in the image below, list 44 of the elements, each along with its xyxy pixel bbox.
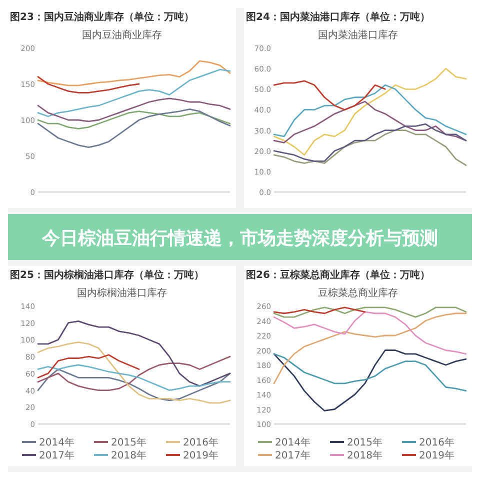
legend-label: 2015年: [111, 436, 146, 448]
line-series: [273, 100, 467, 144]
line-series: [273, 123, 467, 162]
legend-label: 2017年: [275, 450, 310, 462]
line-series: [37, 110, 231, 130]
line-series: [37, 76, 140, 94]
line-series: [37, 108, 231, 148]
legend-label: 2015年: [347, 436, 382, 448]
legend-label: 2017年: [39, 450, 74, 462]
chart-title: 图23：国内豆油商业库存（单位：万吨）: [10, 11, 194, 23]
line-series: [273, 312, 467, 384]
legend-label: 2018年: [347, 450, 382, 462]
line-series: [273, 68, 467, 156]
chart-title: 图24：国内菜油港口库存（单位：万吨）: [246, 11, 430, 23]
legend-label: 2016年: [183, 436, 218, 448]
line-series: [273, 80, 386, 110]
line-series: [273, 306, 467, 318]
chart-subtitle: 国内棕榈油港口库存: [77, 287, 167, 299]
line-series: [37, 68, 231, 118]
line-series: [273, 130, 467, 166]
chart-title: 图26：豆棕菜总商业库存（单位：万吨）: [246, 269, 430, 281]
line-series: [273, 350, 467, 412]
line-series: [273, 353, 467, 392]
legend-label: 2019年: [419, 450, 454, 462]
line-series: [37, 342, 231, 404]
legend-label: 2016年: [419, 436, 454, 448]
line-series: [37, 320, 231, 387]
chart-title: 图25：国内棕榈油港口库存（单位：万吨）: [10, 269, 204, 281]
line-series: [273, 84, 467, 138]
line-series: [37, 354, 140, 378]
chart-subtitle: 国内菜油港口库存: [318, 29, 398, 41]
chart-subtitle: 国内豆油商业库存: [82, 29, 162, 41]
text: 今日棕油豆油行情速递，市场走势深度分析与预测: [41, 228, 438, 249]
line-series: [37, 98, 231, 122]
legend-label: 2014年: [39, 436, 74, 448]
legend-label: 2014年: [275, 436, 310, 448]
line-series: [37, 368, 231, 402]
line-series: [37, 60, 231, 86]
legend-label: 2019年: [183, 450, 218, 462]
chart-subtitle: 豆棕菜总商业库存: [318, 287, 398, 299]
line-series: [37, 356, 231, 391]
line-series: [37, 364, 231, 391]
legend-label: 2018年: [111, 450, 146, 462]
line-series: [273, 311, 467, 355]
